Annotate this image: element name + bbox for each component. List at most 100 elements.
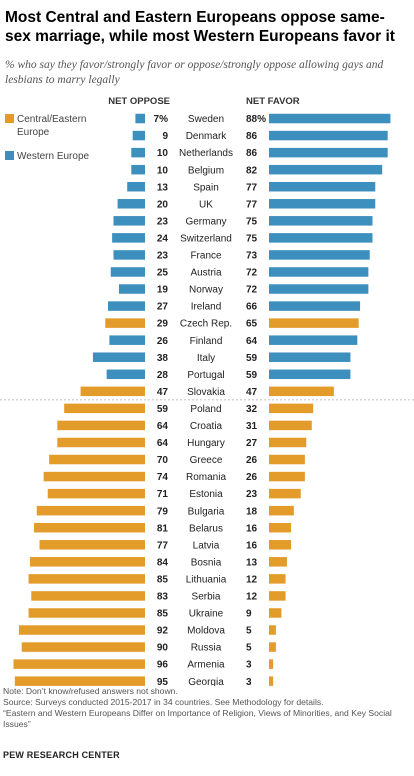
bar-rows: 7% Sweden 88% 9 Denmark 86 10 Netherlands 86 10 Be… <box>13 113 391 686</box>
oppose-bar-hungary <box>57 437 145 448</box>
favor-bar-croatia <box>269 420 312 431</box>
favor-bar-ireland <box>269 301 361 311</box>
favor-value-czech-rep: 65 <box>246 319 258 330</box>
row-moldova: 92 Moldova 5 <box>18 625 276 637</box>
favor-value-denmark: 86 <box>246 131 258 142</box>
favor-bar-estonia <box>269 488 301 499</box>
country-label-romania: Romania <box>186 472 226 483</box>
row-france: 23 France 73 <box>113 250 370 262</box>
favor-value-ireland: 66 <box>246 302 258 313</box>
row-lithuania: 85 Lithuania 12 <box>28 574 286 585</box>
favor-value-sweden: 88% <box>246 114 266 125</box>
favor-bar-italy <box>269 352 351 362</box>
oppose-bar-moldova <box>18 625 145 635</box>
oppose-bar-italy <box>92 352 145 362</box>
country-label-greece: Greece <box>190 455 223 466</box>
favor-bar-belgium <box>269 164 383 175</box>
favor-value-finland: 64 <box>246 336 258 347</box>
oppose-value-greece: 70 <box>157 455 169 466</box>
row-romania: 74 Romania 26 <box>43 471 305 483</box>
row-poland: 59 Poland 32 <box>64 403 314 415</box>
favor-bar-ukraine <box>269 608 282 618</box>
oppose-bar-portugal <box>106 369 145 380</box>
row-austria: 25 Austria 72 <box>110 267 369 279</box>
favor-bar-armenia <box>269 659 274 669</box>
oppose-value-romania: 74 <box>157 472 169 483</box>
oppose-bar-greece <box>49 454 145 465</box>
favor-bar-bulgaria <box>269 505 294 516</box>
oppose-value-bosnia: 84 <box>157 557 169 568</box>
favor-value-netherlands: 86 <box>246 148 258 159</box>
oppose-bar-poland <box>64 403 145 414</box>
row-spain: 13 Spain 77 <box>127 181 376 193</box>
oppose-bar-germany <box>113 216 145 226</box>
country-label-finland: Finland <box>190 336 223 347</box>
country-label-uk: UK <box>199 199 213 210</box>
favor-bar-slovakia <box>269 386 334 397</box>
country-label-germany: Germany <box>185 216 226 227</box>
oppose-bar-estonia <box>47 488 146 499</box>
row-belarus: 81 Belarus 16 <box>34 522 292 534</box>
favor-value-greece: 26 <box>246 455 258 466</box>
legend-label-western: Western Europe <box>17 151 90 162</box>
net-favor-header: NET FAVOR <box>246 96 300 107</box>
country-label-moldova: Moldova <box>187 626 225 637</box>
oppose-bar-austria <box>110 267 145 277</box>
favor-bar-moldova <box>269 625 276 635</box>
oppose-value-slovakia: 47 <box>157 387 169 398</box>
country-label-france: France <box>190 251 222 262</box>
favor-bar-belarus <box>269 522 292 533</box>
favor-bar-bosnia <box>269 557 287 567</box>
favor-value-france: 73 <box>246 251 258 262</box>
row-georgia: 95 Georgia 3 <box>14 676 274 686</box>
country-label-ukraine: Ukraine <box>189 609 224 620</box>
favor-bar-sweden <box>269 113 391 124</box>
oppose-value-poland: 59 <box>157 404 169 415</box>
oppose-bar-georgia <box>14 676 145 686</box>
row-italy: 38 Italy 59 <box>92 352 351 364</box>
favor-bar-spain <box>269 181 376 192</box>
report-title: “Eastern and Western Europeans Differ on… <box>3 708 392 729</box>
oppose-bar-bulgaria <box>36 505 145 516</box>
country-label-slovakia: Slovakia <box>187 387 225 398</box>
country-label-estonia: Estonia <box>189 489 223 500</box>
country-label-poland: Poland <box>190 404 221 415</box>
country-label-spain: Spain <box>193 182 219 193</box>
row-latvia: 77 Latvia 16 <box>39 540 292 551</box>
favor-value-estonia: 23 <box>246 489 258 500</box>
favor-bar-czech-rep <box>269 318 359 328</box>
country-label-belgium: Belgium <box>188 165 224 176</box>
oppose-bar-ireland <box>108 301 145 311</box>
oppose-value-germany: 23 <box>157 216 169 227</box>
favor-value-norway: 72 <box>246 285 258 296</box>
oppose-bar-belarus <box>34 522 145 533</box>
oppose-value-sweden: 7% <box>154 114 169 125</box>
country-label-croatia: Croatia <box>190 421 223 432</box>
favor-bar-germany <box>269 216 373 226</box>
chart-title: Most Central and Eastern Europeans oppos… <box>5 9 395 45</box>
country-label-georgia: Georgia <box>188 677 224 686</box>
oppose-value-serbia: 83 <box>157 592 169 603</box>
oppose-value-netherlands: 10 <box>157 148 169 159</box>
oppose-value-finland: 26 <box>157 336 169 347</box>
oppose-value-belarus: 81 <box>157 523 169 534</box>
row-sweden: 7% Sweden 88% <box>135 113 391 125</box>
organization-name: PEW RESEARCH CENTER <box>3 750 120 760</box>
notes: Note: Don’t know/refused answers not sho… <box>3 686 411 730</box>
legend-label-central-eastern-line2: Europe <box>17 127 50 138</box>
favor-value-belgium: 82 <box>246 165 258 176</box>
legend-swatch-western <box>5 151 14 160</box>
favor-value-lithuania: 12 <box>246 574 258 585</box>
row-czech-rep: 29 Czech Rep. 65 <box>105 318 359 330</box>
oppose-bar-norway <box>118 284 145 294</box>
legend-swatch-central-eastern <box>5 114 14 123</box>
favor-bar-russia <box>269 642 276 652</box>
country-label-bosnia: Bosnia <box>191 557 222 568</box>
favor-value-georgia: 3 <box>246 677 252 686</box>
favor-value-russia: 5 <box>246 643 252 654</box>
oppose-value-ukraine: 85 <box>157 609 169 620</box>
chart-subtitle: % who say they favor/strongly favor or o… <box>5 59 384 86</box>
oppose-value-russia: 90 <box>157 643 169 654</box>
oppose-bar-ukraine <box>28 608 145 618</box>
country-label-bulgaria: Bulgaria <box>188 506 225 517</box>
